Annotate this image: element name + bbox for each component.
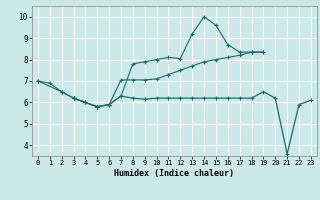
X-axis label: Humidex (Indice chaleur): Humidex (Indice chaleur) [115,169,234,178]
